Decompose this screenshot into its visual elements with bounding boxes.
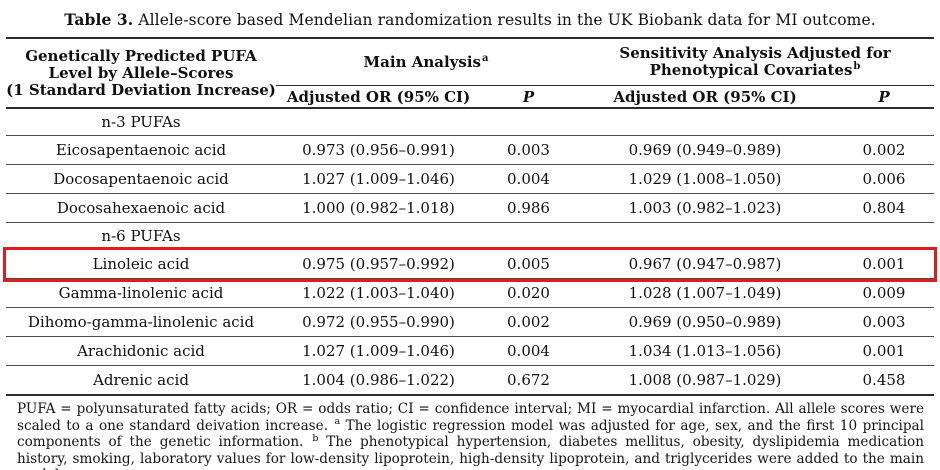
- or-sensitivity-value: 1.034 (1.013–1.056): [576, 336, 834, 366]
- p-sensitivity-value: 0.001: [834, 249, 934, 279]
- pufa-name: Linoleic acid: [6, 249, 276, 279]
- table-row-adrenic-acid: Adrenic acid 1.004 (0.986–1.022) 0.672 1…: [6, 366, 934, 396]
- sensitivity-footnote-mark: b: [853, 61, 861, 72]
- main-analysis-group-header: Main Analysisa: [276, 38, 576, 86]
- footnote-abbreviations: PUFA = polyunsaturated fatty acids; OR =…: [17, 401, 924, 434]
- stub-header-line2: Level by Allele–Scores: [48, 63, 234, 82]
- or-sensitivity-value: 0.969 (0.949–0.989): [576, 135, 834, 165]
- pufa-name: Arachidonic acid: [6, 336, 276, 366]
- pufa-name: Docosapentaenoic acid: [6, 164, 276, 194]
- or-main-value: 0.975 (0.957–0.992): [276, 249, 481, 279]
- group-header-row: Genetically Predicted PUFA Level by Alle…: [6, 38, 934, 109]
- or-main-value: 1.027 (1.009–1.046): [276, 164, 481, 194]
- table-row-arachidonic-acid: Arachidonic acid 1.027 (1.009–1.046) 0.0…: [6, 336, 934, 366]
- footnote-b-text: The phenotypical hypertension, diabetes …: [17, 434, 924, 470]
- sensitivity-label-line1: Sensitivity Analysis Adjusted for: [619, 44, 891, 62]
- p-main-value: 0.986: [481, 193, 576, 223]
- sub-header-row: Adjusted OR (95% CI) P Adjusted OR (95% …: [6, 85, 934, 109]
- table-row-docosapentaenoic-acid: Docosapentaenoic acid 1.027 (1.009–1.046…: [6, 164, 934, 194]
- main-analysis-footnote-mark: a: [481, 52, 489, 64]
- table-row-linoleic-acid: Linoleic acid 0.975 (0.957–0.992) 0.005 …: [6, 249, 934, 279]
- p-sensitivity-value: 0.006: [834, 164, 934, 194]
- table-footnote: PUFA = polyunsaturated fatty acids; OR =…: [17, 401, 924, 470]
- or-sensitivity-value: 0.969 (0.950–0.989): [576, 307, 834, 337]
- col-header-or-sensitivity: Adjusted OR (95% CI): [576, 85, 834, 109]
- pufa-name: Dihomo-gamma-linolenic acid: [6, 307, 276, 337]
- or-main-value: 1.022 (1.003–1.040): [276, 278, 481, 308]
- stub-header-line3: (1 Standard Deviation Increase): [6, 80, 276, 99]
- col-header-p-main: P: [481, 85, 576, 109]
- p-main-value: 0.004: [481, 336, 576, 366]
- or-sensitivity-value: 1.029 (1.008–1.050): [576, 164, 834, 194]
- or-sensitivity-value: 1.003 (0.982–1.023): [576, 193, 834, 223]
- or-main-value: 0.973 (0.956–0.991): [276, 135, 481, 165]
- pufa-name: Adrenic acid: [93, 371, 189, 389]
- p-sensitivity-value: 0.003: [834, 307, 934, 337]
- or-sensitivity-value: 1.028 (1.007–1.049): [576, 278, 834, 308]
- table-row-eicosapentaenoic-acid: Eicosapentaenoic acid 0.973 (0.956–0.991…: [6, 135, 934, 165]
- table-row-gamma-linolenic-acid: Gamma-linolenic acid 1.022 (1.003–1.040)…: [6, 278, 934, 308]
- section-row-n3-pufas: n-3 PUFAs: [6, 108, 934, 136]
- sensitivity-label-line2: Phenotypical Covariatesb: [649, 61, 861, 79]
- col-header-p-sensitivity: P: [834, 85, 934, 109]
- p-main-value: 0.003: [481, 135, 576, 165]
- footnote-a-text: The logistic regression model was adjust…: [17, 417, 924, 451]
- table-caption: Table 3. Allele-score based Mendelian ra…: [0, 0, 940, 37]
- p-main-value: 0.020: [481, 278, 576, 308]
- p-main-value: 0.672: [507, 371, 550, 389]
- col-header-or-main: Adjusted OR (95% CI): [276, 85, 481, 109]
- table-row-docosahexaenoic-acid: Docosahexaenoic acid 1.000 (0.982–1.018)…: [6, 193, 934, 223]
- table-row-dihomo-gamma-linolenic-acid: Dihomo-gamma-linolenic acid 0.972 (0.955…: [6, 307, 934, 337]
- p-sensitivity-value: 0.001: [834, 336, 934, 366]
- or-sensitivity-value: 0.967 (0.947–0.987): [576, 249, 834, 279]
- p-sensitivity-value: 0.002: [834, 135, 934, 165]
- or-main-value: 0.972 (0.955–0.990): [276, 307, 481, 337]
- section-label: n-6 PUFAs: [6, 222, 276, 250]
- pufa-name: Docosahexaenoic acid: [6, 193, 276, 223]
- stub-header-line1: Genetically Predicted PUFA: [25, 46, 257, 65]
- or-main-value: 1.000 (0.982–1.018): [276, 193, 481, 223]
- section-label: n-3 PUFAs: [6, 108, 276, 136]
- p-main-value: 0.002: [481, 307, 576, 337]
- table-caption-text: Allele-score based Mendelian randomizati…: [133, 11, 876, 29]
- mr-results-table: Genetically Predicted PUFA Level by Alle…: [6, 37, 934, 396]
- p-sensitivity-value: 0.804: [834, 193, 934, 223]
- p-sensitivity-value: 0.458: [862, 371, 906, 389]
- p-sensitivity-value: 0.009: [834, 278, 934, 308]
- main-analysis-label: Main Analysis: [363, 52, 481, 71]
- footnote-mark-b: b: [312, 432, 319, 444]
- or-sensitivity-value: 1.008 (0.987–1.029): [628, 371, 782, 389]
- sensitivity-analysis-group-header: Sensitivity Analysis Adjusted for Phenot…: [576, 38, 934, 86]
- table-caption-number: Table 3.: [64, 10, 134, 29]
- footnote-mark-a: a: [334, 416, 341, 428]
- stub-column-header: Genetically Predicted PUFA Level by Alle…: [6, 38, 276, 109]
- section-row-n6-pufas: n-6 PUFAs: [6, 222, 934, 250]
- pufa-name: Gamma-linolenic acid: [6, 278, 276, 308]
- or-main-value: 1.004 (0.986–1.022): [302, 371, 455, 389]
- p-main-value: 0.004: [481, 164, 576, 194]
- pufa-name: Eicosapentaenoic acid: [6, 135, 276, 165]
- p-main-value: 0.005: [481, 249, 576, 279]
- or-main-value: 1.027 (1.009–1.046): [276, 336, 481, 366]
